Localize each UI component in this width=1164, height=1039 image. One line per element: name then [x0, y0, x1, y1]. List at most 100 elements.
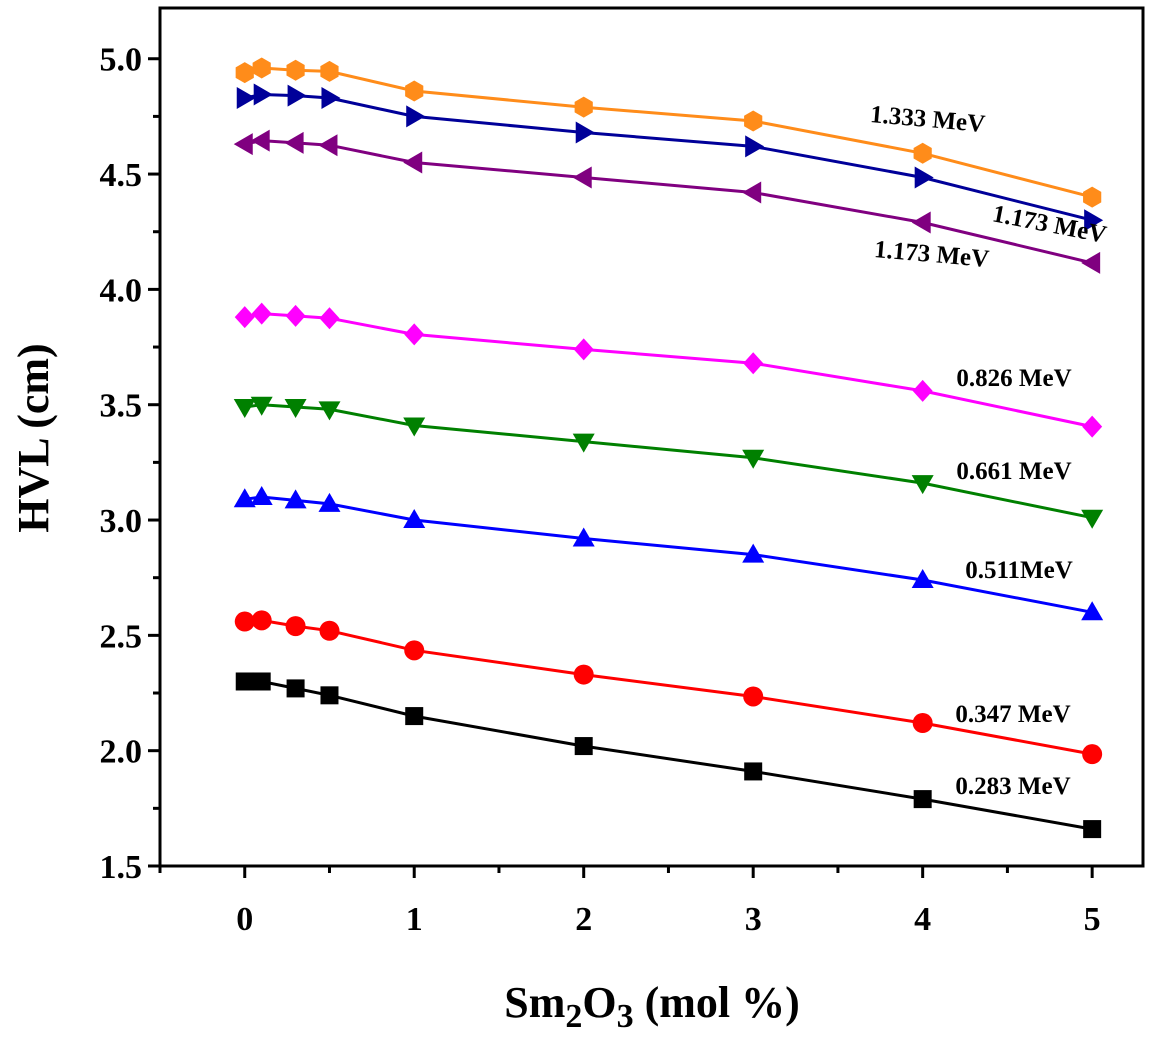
marker-circle [404, 640, 425, 661]
x-axis-title-mid: O [582, 978, 616, 1027]
marker-triangle-up [911, 569, 934, 588]
marker-triangle-up [284, 489, 307, 509]
marker-triangle-down [250, 396, 273, 416]
marker-triangle-left [742, 181, 762, 204]
x-axis-title-tail: (mol %) [634, 978, 800, 1027]
marker-hexagon [286, 59, 305, 81]
marker-circle [234, 611, 255, 632]
y-tick-label: 3.5 [100, 388, 143, 425]
marker-hexagon [252, 57, 271, 79]
marker-diamond [743, 352, 764, 375]
marker-square [913, 790, 932, 809]
series-label: 1.333 MeV [869, 101, 986, 138]
y-tick-label: 3.0 [100, 503, 143, 540]
y-tick-label: 1.5 [100, 849, 143, 886]
y-tick-label: 4.0 [100, 272, 143, 309]
plot-frame [158, 6, 1145, 868]
marker-triangle-right [321, 86, 341, 109]
marker-triangle-left [250, 129, 270, 152]
marker-triangle-left [1081, 251, 1101, 274]
marker-triangle-up [250, 485, 273, 505]
marker-triangle-up [403, 509, 426, 529]
marker-triangle-down [233, 399, 256, 419]
x-axis-title-sub1: 2 [565, 998, 582, 1035]
marker-circle [1082, 744, 1103, 765]
marker-square [286, 679, 305, 698]
marker-triangle-right [745, 135, 765, 158]
series-label: 0.826 MeV [956, 365, 1071, 392]
marker-triangle-left [233, 133, 253, 156]
series-line [244, 618, 1093, 756]
marker-hexagon [744, 110, 763, 132]
y-tick-label: 2.5 [100, 618, 143, 655]
marker-circle [285, 616, 306, 637]
marker-diamond [404, 323, 425, 346]
marker-triangle-up [233, 488, 256, 508]
marker-diamond [234, 306, 255, 329]
marker-triangle-down [318, 401, 341, 421]
marker-triangle-right [253, 83, 273, 106]
series-label: 0.347 MeV [955, 701, 1070, 728]
x-axis-title: Sm2O3 (mol %) [504, 978, 800, 1035]
marker-circle [319, 620, 340, 641]
marker-triangle-up [572, 527, 595, 547]
marker-triangle-right [406, 105, 426, 128]
marker-circle [573, 664, 594, 685]
marker-diamond [573, 338, 594, 361]
marker-square [252, 672, 271, 691]
marker-triangle-up [1081, 601, 1104, 621]
marker-square [1083, 820, 1102, 839]
x-axis-title-sub2: 3 [617, 998, 634, 1035]
marker-hexagon [405, 80, 424, 102]
y-axis-title: HVL (cm) [9, 343, 58, 532]
marker-square [320, 686, 339, 705]
series-label: 0.661 MeV [956, 458, 1071, 485]
marker-square [235, 672, 254, 691]
marker-triangle-down [911, 475, 934, 495]
y-tick-label: 5.0 [100, 42, 143, 79]
x-tick-label: 2 [575, 901, 592, 938]
x-tick-label: 0 [236, 901, 253, 938]
marker-hexagon [574, 96, 593, 118]
marker-hexagon [320, 60, 339, 82]
marker-triangle-down [572, 433, 595, 453]
marker-square [574, 737, 593, 756]
marker-triangle-up [742, 543, 765, 563]
x-tick-label: 4 [914, 901, 931, 938]
marker-triangle-left [911, 211, 931, 234]
marker-triangle-down [284, 399, 307, 419]
axis-ticks [148, 57, 1094, 878]
series-label: 0.283 MeV [955, 773, 1070, 800]
y-tick-label: 4.5 [100, 157, 143, 194]
marker-circle [912, 713, 933, 733]
tick-labels: 1.5 2.0 2.5 3.0 3.5 4.0 4.5 5.0 0 1 2 3 4 5 [100, 42, 1101, 938]
marker-hexagon [235, 62, 254, 84]
y-tick-label: 2.0 [100, 734, 143, 771]
series-label: 1.173 MeV [873, 236, 990, 273]
marker-diamond [251, 302, 272, 325]
marker-triangle-right [575, 121, 595, 144]
marker-triangle-right [236, 86, 256, 109]
marker-triangle-down [1081, 509, 1104, 529]
marker-triangle-down [742, 449, 765, 469]
series-line [244, 495, 1093, 614]
marker-triangle-right [914, 166, 934, 189]
x-tick-label: 5 [1084, 901, 1101, 938]
marker-triangle-left [318, 134, 338, 157]
marker-triangle-left [572, 166, 592, 189]
marker-square [744, 762, 763, 781]
marker-hexagon [913, 142, 932, 164]
marker-triangle-right [287, 84, 307, 107]
marker-triangle-right [1084, 209, 1104, 232]
marker-diamond [1082, 415, 1103, 438]
marker-circle [251, 610, 272, 631]
series-label: 0.511MeV [965, 557, 1073, 584]
marker-diamond [912, 379, 933, 402]
marker-hexagon [1083, 186, 1102, 208]
marker-diamond [285, 304, 306, 327]
marker-triangle-left [403, 151, 423, 174]
series-labels: 0.283 MeV 0.347 MeV 0.511MeV 0.661 MeV 0.826… [869, 101, 1109, 800]
x-axis-title-main: Sm [504, 978, 565, 1027]
marker-triangle-left [284, 131, 304, 154]
